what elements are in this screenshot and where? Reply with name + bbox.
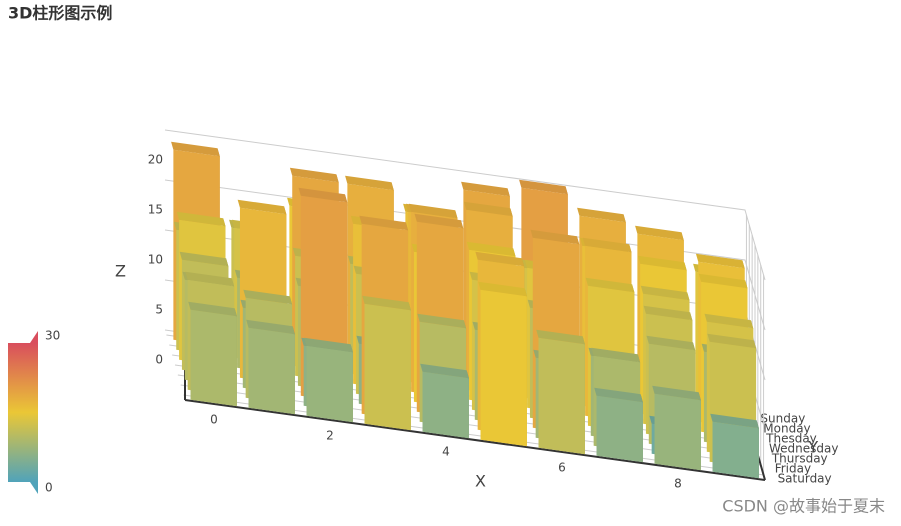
bar-top [635, 225, 684, 241]
bar-front [596, 395, 643, 463]
x-tick-label: 6 [558, 461, 566, 475]
bar-front [422, 371, 469, 439]
x-tick-label: 4 [442, 445, 450, 459]
bar-top [478, 281, 527, 297]
z-tick-label: 5 [155, 303, 163, 317]
z-tick-label: 10 [148, 253, 163, 267]
bar-top [246, 319, 295, 335]
bar-front [480, 289, 527, 447]
bar-front [248, 327, 295, 415]
bar-top [710, 413, 759, 429]
bar-top [185, 271, 235, 287]
visualmap-min: 0 [45, 481, 53, 495]
y-tick-label: Friday [775, 462, 811, 476]
bar-top [646, 335, 696, 351]
bar [652, 385, 701, 471]
y-tick-label: Saturday [778, 472, 832, 486]
bar-top [408, 203, 458, 219]
bar-top [695, 253, 745, 269]
bar-top [643, 305, 693, 321]
bar [594, 387, 643, 463]
visualmap-handle[interactable] [30, 482, 38, 494]
y-tick-label: Wednesday [769, 442, 838, 456]
bar-front [654, 393, 701, 471]
bar-top [591, 347, 641, 363]
bar-top [466, 241, 516, 257]
bar [478, 281, 527, 447]
y-tick-label: Thesday [765, 432, 817, 446]
bar-front [712, 421, 759, 479]
bar-top [585, 277, 635, 293]
bar [362, 295, 411, 431]
bar-top [594, 387, 643, 403]
bar-top [171, 141, 220, 157]
bar-top [698, 273, 748, 289]
bar-top [298, 187, 348, 203]
bar-top [179, 251, 229, 267]
bar-top [414, 213, 464, 229]
y-tick-label: Thursday [771, 452, 828, 466]
z-axis-label: Z [115, 262, 126, 281]
visualmap-handle[interactable] [30, 331, 38, 343]
bar-top [345, 175, 394, 191]
z-tick-label: 0 [155, 353, 163, 367]
bar-top [637, 255, 687, 271]
axis-line [184, 399, 766, 481]
bar-top [362, 295, 411, 311]
z-tick-label: 15 [148, 203, 163, 217]
bar-front [538, 337, 585, 455]
bar-top [475, 251, 525, 267]
visualmap-bar [8, 343, 38, 482]
bar-top [463, 201, 513, 217]
watermark: CSDN @故事始于夏末 [722, 497, 885, 516]
bar [536, 329, 585, 455]
bar-top [417, 313, 467, 329]
bar [420, 363, 469, 439]
bar-top [652, 385, 701, 401]
bar-top [461, 181, 510, 197]
x-tick-label: 8 [674, 477, 682, 491]
visualmap-max: 30 [45, 329, 60, 343]
bar-front [364, 303, 411, 431]
x-tick-label: 2 [326, 429, 334, 443]
chart-title: 3D柱形图示例 [8, 4, 112, 23]
bar-front [306, 345, 353, 423]
bar-top [243, 289, 293, 305]
bar [304, 337, 353, 423]
bar [188, 301, 237, 407]
y-tick-label: Monday [763, 422, 810, 436]
z-tick-label: 20 [148, 153, 163, 167]
bar-top [704, 313, 754, 329]
bar-top [188, 301, 237, 317]
bar-top [304, 337, 353, 353]
bar-top [359, 215, 409, 231]
y-tick-label: Sunday [760, 412, 805, 426]
bar-top [519, 179, 568, 195]
x-axis-label: X [475, 472, 486, 491]
bar-top [577, 207, 626, 223]
bar [710, 413, 759, 479]
bar-top [176, 211, 226, 227]
bar-top [530, 229, 580, 245]
y-axis-label: Y [807, 438, 818, 457]
plot: 0 5 10 15 20 0 2 4 6 8 SundayMondayThesdayWednesda… [115, 129, 838, 491]
bar-top [582, 237, 632, 253]
bar-front [190, 309, 237, 407]
bar-top [289, 167, 339, 183]
bar-top [707, 333, 757, 349]
x-tick-label: 0 [210, 413, 218, 427]
bar-top [237, 199, 287, 215]
bar [246, 319, 295, 415]
bar-top [420, 363, 469, 379]
bar-top [536, 329, 585, 345]
bar-top [640, 285, 690, 301]
